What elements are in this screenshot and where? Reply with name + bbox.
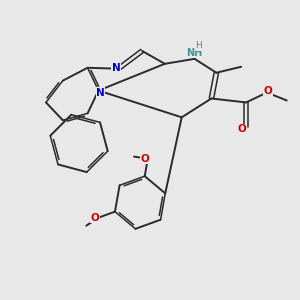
Text: O: O — [140, 154, 149, 164]
Text: O: O — [263, 85, 272, 96]
Text: N: N — [112, 63, 121, 73]
Text: N: N — [96, 88, 105, 98]
Text: H: H — [195, 41, 202, 50]
Text: O: O — [91, 213, 100, 223]
Text: NH: NH — [187, 48, 203, 58]
Text: O: O — [238, 124, 247, 134]
